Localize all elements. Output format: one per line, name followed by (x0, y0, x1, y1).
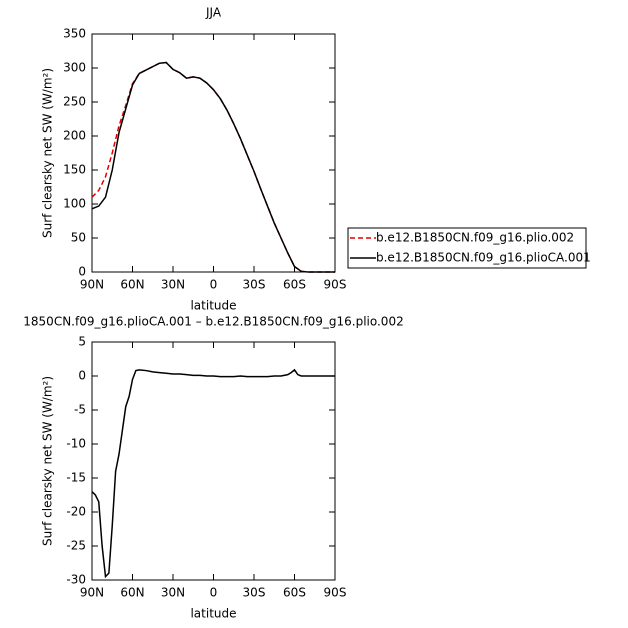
y-tick-label: 50 (71, 231, 86, 245)
y-tick-label: -30 (66, 573, 86, 587)
y-tick-label: 0 (78, 265, 86, 279)
chart-title: JJA (205, 6, 222, 20)
y-tick-label: 5 (78, 335, 86, 349)
y-axis-label: Surf clearsky net SW (W/m²) (41, 376, 55, 546)
chart-title: 1850CN.f09_g16.plioCA.001 – b.e12.B1850C… (23, 315, 403, 329)
x-tick-label: 30N (161, 586, 185, 600)
x-tick-label: 90S (324, 278, 347, 292)
y-tick-label: 200 (63, 129, 86, 143)
x-tick-label: 30S (243, 278, 266, 292)
y-tick-label: -20 (66, 505, 86, 519)
y-tick-label: 0 (78, 369, 86, 383)
y-tick-label: 350 (63, 27, 86, 41)
x-tick-label: 90N (80, 278, 104, 292)
x-tick-label: 60S (283, 586, 306, 600)
x-tick-label: 60N (120, 278, 144, 292)
data-line (91, 61, 335, 273)
y-tick-label: -5 (74, 403, 86, 417)
y-axis-label: Surf clearsky net SW (W/m²) (41, 68, 55, 238)
plot-frame (91, 33, 336, 273)
x-tick-label: 30N (161, 278, 185, 292)
x-tick-label: 30S (243, 586, 266, 600)
y-tick-label: 300 (63, 61, 86, 75)
data-line (91, 368, 335, 579)
y-tick-label: 150 (63, 163, 86, 177)
legend-box (347, 227, 587, 269)
y-tick-label: 100 (63, 197, 86, 211)
data-line (91, 61, 335, 273)
x-tick-label: 0 (210, 278, 218, 292)
x-tick-label: 90S (324, 586, 347, 600)
y-tick-label: -10 (66, 437, 86, 451)
x-axis-label: latitude (190, 299, 236, 313)
y-tick-label: -15 (66, 471, 86, 485)
legend-label: b.e12.B1850CN.f09_g16.plioCA.001 (376, 251, 591, 265)
y-tick-label: 250 (63, 95, 86, 109)
x-tick-label: 60N (120, 586, 144, 600)
x-tick-label: 60S (283, 278, 306, 292)
legend-label: b.e12.B1850CN.f09_g16.plio.002 (376, 231, 574, 245)
x-tick-label: 90N (80, 586, 104, 600)
x-axis-label: latitude (190, 607, 236, 621)
plot-frame (91, 341, 336, 581)
y-tick-label: -25 (66, 539, 86, 553)
x-tick-label: 0 (210, 586, 218, 600)
